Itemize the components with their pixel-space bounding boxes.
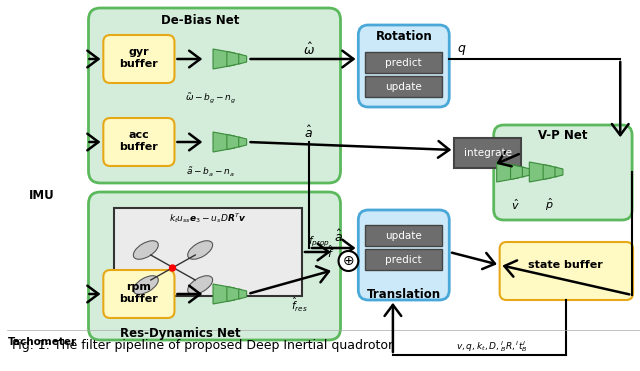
Text: $v, q, k_t, D, {^I_B}R, {^It^I_B}$: $v, q, k_t, D, {^I_B}R, {^It^I_B}$ [456,339,527,354]
Text: $\tilde{\omega} - b_g - n_g$: $\tilde{\omega} - b_g - n_g$ [184,91,236,105]
Polygon shape [239,137,246,147]
Bar [365,76,442,97]
Polygon shape [522,167,531,177]
Bar [365,249,442,270]
Circle shape [170,265,175,271]
FancyBboxPatch shape [103,270,175,318]
Text: $f_{prop}$: $f_{prop}$ [308,235,330,249]
Text: $\hat{\omega}$: $\hat{\omega}$ [303,42,315,58]
Text: buffer: buffer [120,294,158,304]
Text: Res-Dynamics Net: Res-Dynamics Net [120,326,241,339]
FancyBboxPatch shape [88,192,340,340]
Text: rpm: rpm [127,282,151,292]
Ellipse shape [188,241,212,259]
Ellipse shape [133,276,158,294]
Polygon shape [543,164,557,180]
Text: Rotation: Rotation [376,30,432,43]
Polygon shape [239,54,246,64]
Ellipse shape [133,241,158,259]
Text: update: update [385,231,422,241]
Polygon shape [529,162,551,182]
Text: buffer: buffer [120,59,158,69]
Text: Translation: Translation [367,288,441,301]
Text: $\hat{f}_{res}$: $\hat{f}_{res}$ [291,296,307,314]
Polygon shape [213,132,235,152]
Polygon shape [239,289,246,299]
Text: predict: predict [385,255,422,265]
Text: update: update [385,82,422,92]
FancyBboxPatch shape [500,242,633,300]
Polygon shape [213,49,235,69]
Text: $\hat{a}$: $\hat{a}$ [305,125,314,141]
Polygon shape [213,284,235,304]
Text: Fig. 1: The filter pipeline of proposed Deep Inertial quadrotor: Fig. 1: The filter pipeline of proposed … [12,338,394,351]
Text: gyr: gyr [129,47,149,57]
Polygon shape [555,167,563,177]
Text: V-P Net: V-P Net [538,128,588,141]
Polygon shape [227,52,241,66]
FancyBboxPatch shape [493,125,632,220]
Text: $\hat{f}$: $\hat{f}$ [327,244,334,260]
Text: $q$: $q$ [458,43,467,57]
Bar [114,208,302,296]
Text: Tachometer: Tachometer [8,337,77,347]
Text: $\hat{a}$: $\hat{a}$ [334,229,343,245]
Polygon shape [227,286,241,302]
Bar [454,138,522,168]
FancyBboxPatch shape [103,118,175,166]
Polygon shape [511,164,524,180]
FancyBboxPatch shape [358,25,449,107]
Text: integrate: integrate [464,148,512,158]
Text: state buffer: state buffer [529,260,604,270]
Circle shape [339,251,358,271]
Text: acc: acc [129,130,149,140]
FancyBboxPatch shape [358,210,449,300]
Text: $\oplus$: $\oplus$ [342,254,355,268]
FancyBboxPatch shape [88,8,340,183]
Text: predict: predict [385,58,422,68]
Text: $k_t u_{ss} \boldsymbol{e}_3 - u_s D\boldsymbol{R}^T \boldsymbol{v}$: $k_t u_{ss} \boldsymbol{e}_3 - u_s D\bol… [170,211,247,225]
Bar [365,52,442,73]
Text: $\hat{p}$: $\hat{p}$ [545,197,554,213]
Text: $\tilde{a} - b_a - n_a$: $\tilde{a} - b_a - n_a$ [186,165,234,178]
Bar [365,225,442,246]
Ellipse shape [188,276,212,294]
Text: De-Bias Net: De-Bias Net [161,13,239,26]
Polygon shape [497,162,518,182]
Text: $\hat{v}$: $\hat{v}$ [511,198,520,212]
FancyBboxPatch shape [103,35,175,83]
Polygon shape [227,135,241,150]
Text: IMU: IMU [29,188,55,201]
Text: buffer: buffer [120,142,158,152]
